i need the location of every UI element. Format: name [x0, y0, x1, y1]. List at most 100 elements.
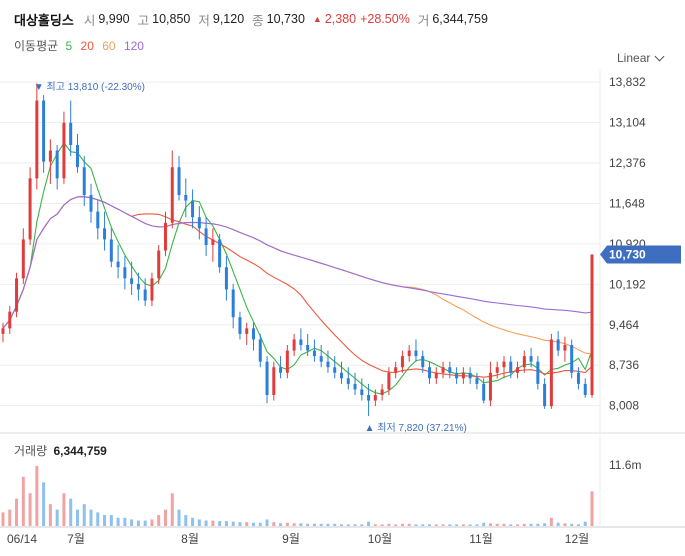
volume-bar: [116, 517, 120, 526]
min-price-annotation: ▲ 최저 7,820 (37.21%): [365, 422, 467, 434]
candle-body: [387, 372, 391, 390]
volume-bar: [251, 522, 255, 526]
candle-body: [285, 350, 289, 373]
candle-body: [8, 311, 12, 329]
max-price-annotation: ▼ 최고 13,810 (-22.30%): [34, 81, 145, 93]
change-percent: +28.50%: [360, 12, 410, 26]
x-tick-label: 11월: [469, 532, 493, 546]
volume-bar: [340, 524, 344, 526]
candle-body: [360, 389, 364, 395]
candle-body: [211, 239, 215, 245]
candle-body: [353, 383, 357, 390]
volume-bar: [177, 509, 181, 526]
high-value: 10,850: [152, 12, 191, 26]
volume-bar: [522, 523, 526, 526]
volume-bar: [529, 523, 533, 526]
candle-body: [434, 372, 438, 379]
scale-dropdown[interactable]: Linear: [617, 51, 665, 65]
volume-bar: [123, 517, 127, 526]
candle-body: [245, 328, 249, 334]
volume-bar: [306, 523, 310, 526]
volume-bar: [285, 522, 289, 526]
volume-bar: [312, 523, 316, 526]
volume-bar: [218, 521, 222, 526]
candle-body: [238, 317, 242, 334]
volume-bar: [292, 523, 296, 526]
volume-bar: [353, 524, 357, 526]
x-tick-label: 06/14: [7, 532, 37, 546]
ma-20-label: 20: [80, 39, 94, 53]
candle-body: [543, 383, 547, 407]
candle-body: [28, 178, 32, 240]
volume-bar: [441, 524, 445, 526]
candle-body: [556, 339, 560, 351]
x-tick-label: 12월: [565, 532, 589, 546]
candle-body: [576, 372, 580, 384]
volume-bar: [136, 520, 140, 526]
candle-body: [455, 372, 459, 379]
volume-legend-value: 6,344,759: [53, 444, 107, 458]
candle-body: [191, 200, 195, 218]
close-label: 종: [252, 13, 264, 28]
volume-bar: [421, 524, 425, 526]
candle-body: [373, 395, 377, 401]
candle-body: [488, 372, 492, 401]
candle-body: [89, 195, 93, 212]
moving-average-legend[interactable]: 이동평균 5 20 60 120: [14, 37, 149, 54]
candle-body: [312, 350, 316, 357]
volume-bar: [346, 524, 350, 526]
candle-body: [509, 361, 513, 373]
volume-bar: [258, 522, 262, 526]
candle-body: [536, 361, 540, 384]
volume-bar: [21, 476, 25, 526]
volume-bar: [163, 509, 167, 526]
candle-body: [299, 339, 303, 345]
candle-body: [448, 367, 452, 373]
candle-body: [251, 328, 255, 340]
volume-bar: [272, 522, 276, 526]
price-tick-label: 10,192: [609, 277, 646, 291]
volume-bar: [326, 523, 330, 526]
candle-body: [136, 283, 140, 290]
candle-body: [340, 372, 344, 379]
x-tick-label: 7월: [67, 532, 85, 546]
price-tick-label: 11,648: [609, 196, 645, 210]
volume-tick-label: 11.6m: [609, 458, 641, 472]
volume-bar: [42, 482, 46, 526]
ma-5-label: 5: [65, 39, 73, 53]
candle-body: [502, 361, 506, 368]
candle-body: [319, 356, 323, 362]
volume-bar: [69, 498, 73, 526]
volume-bar: [428, 524, 432, 526]
volume-bar: [109, 515, 113, 526]
ma-5-line: [2, 141, 593, 395]
volume-legend-title: 거래량: [14, 444, 48, 458]
candle-body: [35, 100, 39, 179]
volume-bar: [28, 493, 32, 526]
volume-bar: [191, 517, 195, 526]
close-value: 10,730: [266, 12, 305, 26]
candle-body: [42, 100, 46, 162]
volume-bar: [373, 524, 377, 526]
candle-body: [475, 378, 479, 384]
stock-name: 대상홀딩스: [14, 12, 74, 28]
current-price-tag: [600, 245, 681, 264]
candle-body: [1, 328, 5, 334]
candle-body: [103, 228, 107, 240]
candle-body: [367, 395, 371, 401]
candle-body: [96, 211, 100, 229]
candle-body: [130, 278, 134, 284]
candle-body: [204, 228, 208, 245]
price-tick-label: 13,104: [609, 116, 646, 130]
volume-legend: 거래량 6,344,759: [14, 442, 107, 459]
open-value: 9,990: [98, 12, 130, 26]
volume-bar: [333, 523, 337, 526]
candle-body: [394, 367, 398, 373]
candle-body: [529, 356, 533, 362]
candle-body: [116, 261, 120, 268]
volume-bar: [434, 524, 438, 526]
volume-bar: [543, 523, 547, 526]
volume-bar: [475, 524, 479, 526]
candle-body: [177, 167, 181, 195]
